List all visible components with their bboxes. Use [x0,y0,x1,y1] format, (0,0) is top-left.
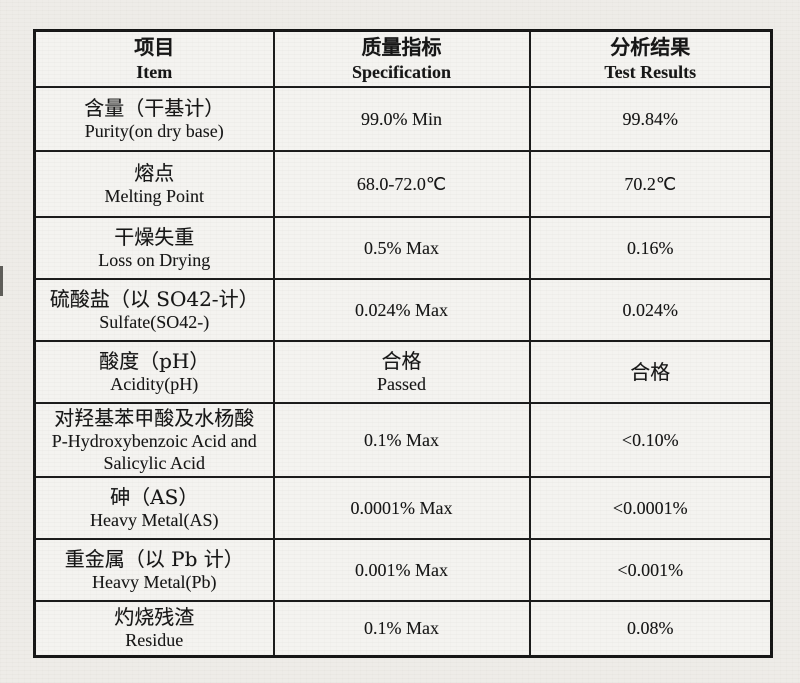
header-test-results-zh: 分析结果 [610,35,691,59]
table-row: 酸度（pH） Acidity(pH) 合格 Passed 合格 [33,340,773,404]
cell-line: 0.08% [627,618,674,639]
header-row: 项目 Item 质量指标 Specification 分析结果 Test Res… [33,29,773,88]
result-cell: <0.10% [528,402,773,478]
header-test-results-en: Test Results [604,62,697,82]
result-cell: 70.2℃ [528,150,773,218]
cell-line: 合格 [381,349,422,373]
header-specification-zh: 质量指标 [361,35,442,59]
header-specification: 质量指标 Specification [272,29,531,88]
spec-cell: 合格 Passed [272,340,531,404]
header-test-results: 分析结果 Test Results [528,29,773,88]
item-cell: 对羟基苯甲酸及水杨酸 P-Hydroxybenzoic Acid and Salic… [33,402,275,478]
cell-line: 0.1% Max [364,430,439,450]
item-cell: 含量（干基计） Purity(on dry base) [33,86,275,152]
table-row: 干燥失重 Loss on Drying 0.5% Max 0.16% [33,216,773,280]
result-cell: <0.001% [528,538,773,602]
result-cell: 合格 [528,340,773,404]
cell-line: Residue [125,630,184,651]
spec-cell: 0.001% Max [272,538,531,602]
spec-cell: 0.5% Max [272,216,531,280]
coa-table: 项目 Item 质量指标 Specification 分析结果 Test Res… [33,29,773,658]
item-cell: 重金属（以 Pb 计） Heavy Metal(Pb) [33,538,275,602]
table-row: 重金属（以 Pb 计） Heavy Metal(Pb) 0.001% Max <0… [33,538,773,602]
table-row: 硫酸盐（以 SO42-计） Sulfate(SO42-) 0.024% Max 0… [33,278,773,342]
item-cell: 硫酸盐（以 SO42-计） Sulfate(SO42-) [33,278,275,342]
cell-line: 99.84% [622,109,679,129]
cell-line: 砷（AS） [110,485,199,509]
table-row: 砷（AS） Heavy Metal(AS) 0.0001% Max <0.0001… [33,476,773,540]
cell-line: 0.1% Max [364,618,439,639]
cell-line: Purity(on dry base) [84,121,224,141]
result-cell: 0.08% [528,600,773,657]
cell-line: Heavy Metal(AS) [90,510,219,530]
result-cell: 0.024% [528,278,773,342]
cell-line: 熔点 [134,161,175,185]
cell-line: 70.2℃ [624,174,677,194]
cell-line: P-Hydroxybenzoic Acid and [51,431,257,451]
spec-cell: 0.1% Max [272,402,531,478]
item-cell: 灼烧残渣 Residue [33,600,275,657]
item-cell: 干燥失重 Loss on Drying [33,216,275,280]
cell-line: 0.001% Max [355,560,448,580]
scan-artifact [0,266,3,296]
cell-line: 干燥失重 [114,225,195,249]
table-row: 对羟基苯甲酸及水杨酸 P-Hydroxybenzoic Acid and Salic… [33,402,773,478]
item-cell: 熔点 Melting Point [33,150,275,218]
header-item: 项目 Item [33,29,275,88]
result-cell: 99.84% [528,86,773,152]
cell-line: 合格 [630,360,671,384]
table-row: 熔点 Melting Point 68.0-72.0℃ 70.2℃ [33,150,773,218]
cell-line: 0.0001% Max [350,498,453,518]
cell-line: Heavy Metal(Pb) [92,572,217,592]
cell-line: 0.024% Max [355,300,448,320]
table-row: 含量（干基计） Purity(on dry base) 99.0% Min 99.… [33,86,773,152]
cell-line: Melting Point [104,186,204,206]
cell-line: 0.024% [622,300,679,320]
spec-cell: 0.0001% Max [272,476,531,540]
result-cell: 0.16% [528,216,773,280]
table-row: 灼烧残渣 Residue 0.1% Max 0.08% [33,600,773,657]
cell-line: Sulfate(SO42-) [99,312,210,332]
cell-line: Passed [377,374,426,394]
cell-line: 硫酸盐（以 SO42-计） [49,287,259,311]
result-cell: <0.0001% [528,476,773,540]
cell-line: Loss on Drying [98,250,211,270]
cell-line: 含量（干基计） [84,96,225,120]
header-specification-en: Specification [352,62,451,82]
header-item-en: Item [136,62,173,82]
cell-line: 68.0-72.0℃ [356,174,447,194]
cell-line: 酸度（pH） [99,349,210,373]
cell-line: <0.10% [621,430,679,450]
item-cell: 砷（AS） Heavy Metal(AS) [33,476,275,540]
cell-line: 灼烧残渣 [114,605,195,630]
spec-cell: 0.024% Max [272,278,531,342]
cell-line: 重金属（以 Pb 计） [64,547,244,571]
cell-line: <0.0001% [612,498,688,518]
spec-cell: 68.0-72.0℃ [272,150,531,218]
spec-cell: 99.0% Min [272,86,531,152]
item-cell: 酸度（pH） Acidity(pH) [33,340,275,404]
cell-line: <0.001% [617,560,684,580]
cell-line: 0.5% Max [364,238,439,258]
cell-line: 99.0% Min [361,109,442,129]
spec-cell: 0.1% Max [272,600,531,657]
cell-line: 对羟基苯甲酸及水杨酸 [54,406,255,430]
header-item-zh: 项目 [134,35,175,59]
cell-line: Salicylic Acid [103,453,205,473]
cell-line: 0.16% [627,238,674,258]
cell-line: Acidity(pH) [110,374,199,394]
